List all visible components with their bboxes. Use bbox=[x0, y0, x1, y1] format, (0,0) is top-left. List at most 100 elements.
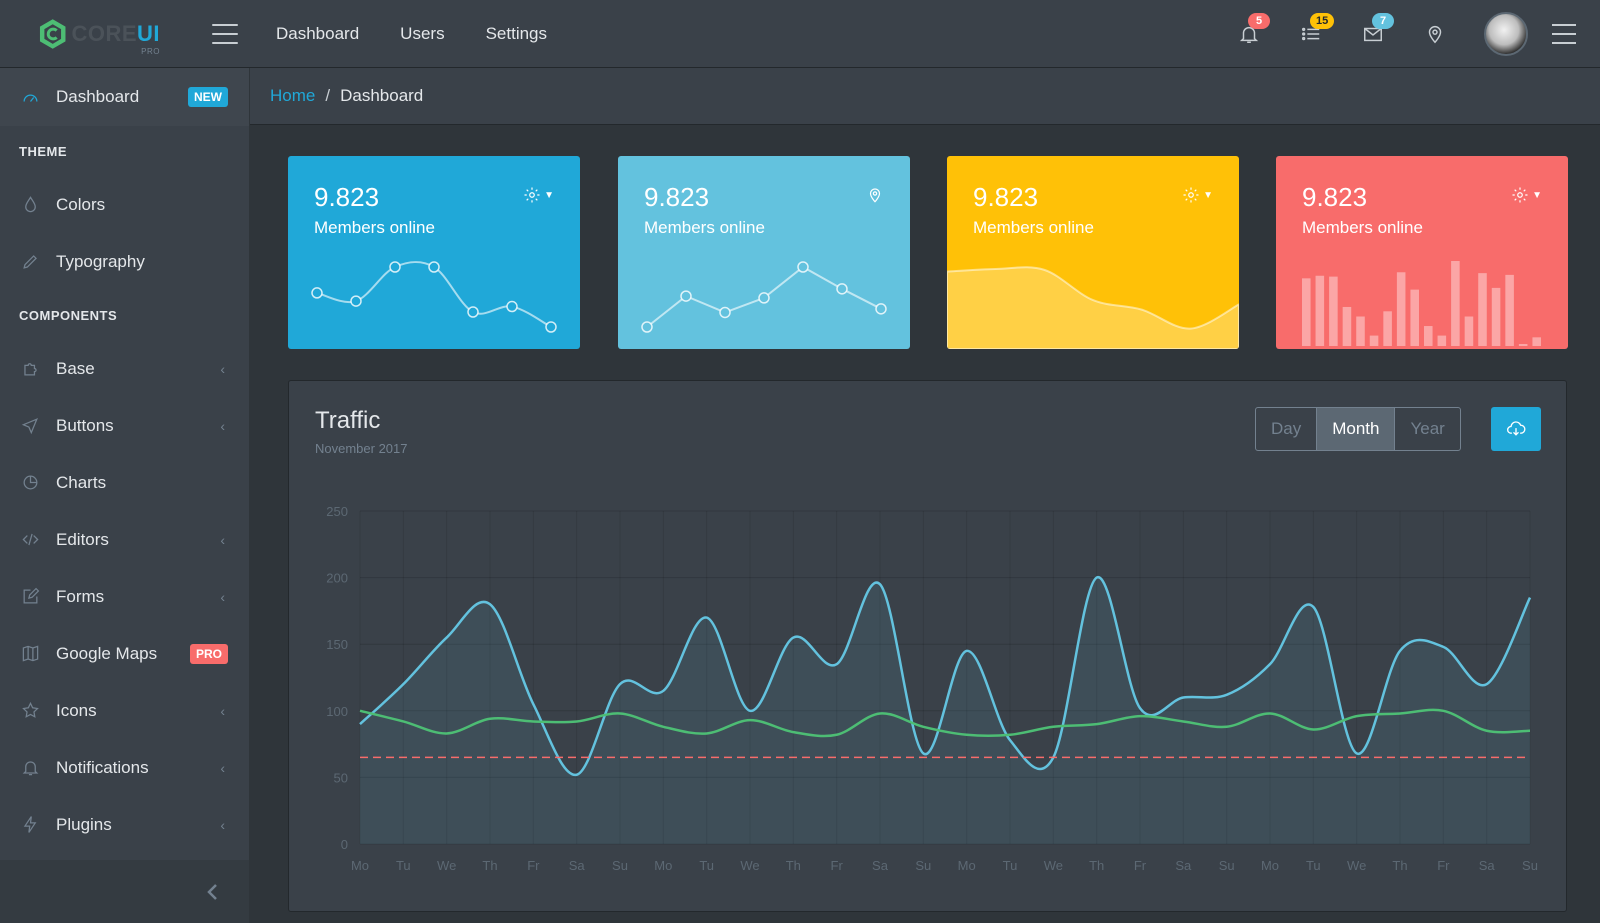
app-header: COREUI PRO Dashboard Users Settings 5 15… bbox=[0, 0, 1600, 68]
caret-down-icon: ▼ bbox=[1532, 189, 1542, 201]
x-tick-label: Mo bbox=[351, 858, 369, 873]
sidebar-item-google-maps[interactable]: Google Maps PRO bbox=[0, 625, 249, 682]
sparkline-bar bbox=[1315, 275, 1325, 346]
sidebar-item-label: Forms bbox=[56, 586, 105, 606]
stat-card-1: 9.823 Members online ▼ bbox=[288, 156, 580, 349]
star-icon bbox=[20, 701, 40, 721]
period-month-button[interactable]: Month bbox=[1317, 408, 1396, 450]
pie-chart-icon bbox=[20, 473, 40, 493]
download-button[interactable] bbox=[1491, 407, 1541, 451]
period-year-button[interactable]: Year bbox=[1410, 419, 1445, 438]
stat-value: 9.823 bbox=[644, 182, 710, 212]
user-avatar[interactable] bbox=[1484, 12, 1528, 56]
sparkline-bar bbox=[1302, 278, 1311, 346]
x-tick-label: Mo bbox=[958, 858, 976, 873]
sparkline-chart bbox=[947, 266, 1239, 349]
sidebar-item-typography[interactable]: Typography bbox=[0, 233, 249, 290]
sparkline-bar bbox=[1424, 326, 1433, 346]
sparkline-point bbox=[680, 290, 692, 302]
cloud-download-icon bbox=[1507, 421, 1526, 436]
topnav-users-link[interactable]: Users bbox=[400, 23, 445, 43]
x-tick-label: Tu bbox=[1306, 858, 1321, 873]
stat-label: Members online bbox=[314, 218, 435, 237]
sparkline-bar bbox=[1396, 272, 1406, 346]
sidebar-item-notifications[interactable]: Notifications ‹ bbox=[0, 739, 249, 796]
location-button[interactable] bbox=[1424, 23, 1446, 45]
note-icon bbox=[20, 587, 40, 607]
x-tick-label: Th bbox=[1089, 858, 1104, 873]
sparkline-point bbox=[506, 300, 518, 313]
topnav-dashboard-link[interactable]: Dashboard bbox=[276, 23, 360, 43]
aside-menu-toggle-button[interactable] bbox=[1552, 24, 1576, 44]
stat-label: Members online bbox=[973, 218, 1094, 237]
sidebar-toggle-button[interactable] bbox=[212, 23, 238, 44]
chevron-left-icon: ‹ bbox=[220, 531, 225, 548]
sidebar-item-editors[interactable]: Editors ‹ bbox=[0, 511, 249, 568]
sparkline-point bbox=[389, 261, 401, 273]
sparkline-point bbox=[797, 261, 809, 273]
sidebar-item-dashboard[interactable]: Dashboard NEW bbox=[0, 68, 249, 126]
topnav-settings-link[interactable]: Settings bbox=[485, 23, 548, 43]
chevron-left-icon: ‹ bbox=[220, 360, 225, 377]
sidebar-minimize-button[interactable] bbox=[0, 860, 249, 923]
envelope-icon bbox=[1364, 27, 1382, 42]
messages-button[interactable]: 7 bbox=[1362, 13, 1394, 45]
breadcrumb: Home / Dashboard bbox=[250, 68, 1600, 125]
period-day-button[interactable]: Day bbox=[1256, 408, 1318, 450]
x-tick-label: Tu bbox=[396, 858, 411, 873]
sidebar-item-label: Base bbox=[56, 358, 95, 378]
chevron-left-icon: ‹ bbox=[220, 702, 225, 719]
location-pin-icon bbox=[1428, 26, 1442, 44]
chevron-left-icon: ‹ bbox=[220, 417, 225, 434]
sidebar-item-icons[interactable]: Icons ‹ bbox=[0, 682, 249, 739]
brand-logo[interactable]: COREUI PRO bbox=[0, 0, 160, 68]
sparkline-bar bbox=[1505, 274, 1514, 346]
sidebar-item-base[interactable]: Base ‹ bbox=[0, 340, 249, 397]
stat-value: 9.823 bbox=[973, 182, 1039, 212]
chevron-left-icon: ‹ bbox=[220, 816, 225, 833]
gear-icon bbox=[1512, 187, 1528, 203]
y-tick-label: 150 bbox=[326, 637, 348, 652]
chevron-left-icon bbox=[207, 883, 217, 900]
sidebar-item-charts[interactable]: Charts bbox=[0, 454, 249, 511]
sidebar-item-forms[interactable]: Forms ‹ bbox=[0, 568, 249, 625]
chevron-left-icon: ‹ bbox=[220, 759, 225, 776]
y-tick-label: 250 bbox=[326, 504, 348, 519]
location-pin-icon bbox=[869, 188, 881, 203]
card-settings-dropdown[interactable]: ▼ bbox=[1508, 184, 1542, 206]
x-tick-label: We bbox=[1347, 858, 1366, 873]
breadcrumb-home-link[interactable]: Home bbox=[270, 86, 316, 105]
new-badge: NEW bbox=[188, 87, 228, 107]
caret-down-icon: ▼ bbox=[1203, 189, 1213, 201]
gear-icon bbox=[1183, 187, 1199, 203]
map-icon bbox=[20, 644, 40, 664]
sidebar-item-plugins[interactable]: Plugins ‹ bbox=[0, 796, 249, 853]
x-tick-label: Sa bbox=[872, 858, 889, 873]
messages-badge: 7 bbox=[1372, 13, 1394, 29]
x-tick-label: Fr bbox=[1437, 858, 1450, 873]
breadcrumb-separator: / bbox=[325, 86, 331, 105]
card-location-button[interactable] bbox=[850, 184, 884, 206]
sparkline-point bbox=[875, 303, 887, 315]
stat-value: 9.823 bbox=[1302, 182, 1368, 212]
sidebar-item-label: Buttons bbox=[56, 415, 114, 435]
list-icon bbox=[1302, 27, 1320, 41]
sidebar-item-colors[interactable]: Colors bbox=[0, 176, 249, 233]
y-tick-label: 0 bbox=[341, 837, 348, 852]
sparkline-bar bbox=[1451, 261, 1460, 346]
energy-icon bbox=[20, 815, 40, 835]
sidebar-item-label: Editors bbox=[56, 529, 109, 549]
sparkline-chart bbox=[641, 261, 887, 333]
caret-down-icon: ▼ bbox=[544, 189, 554, 201]
notifications-button[interactable]: 5 bbox=[1238, 13, 1270, 45]
stat-card-3: 9.823 Members online ▼ bbox=[947, 156, 1239, 349]
x-tick-label: We bbox=[437, 858, 456, 873]
card-settings-dropdown[interactable]: ▼ bbox=[520, 184, 554, 206]
sparkline-area bbox=[947, 266, 1239, 349]
stat-card-4: 9.823 Members online ▼ bbox=[1276, 156, 1568, 349]
sparkline-bar bbox=[1342, 306, 1352, 346]
sidebar-item-buttons[interactable]: Buttons ‹ bbox=[0, 397, 249, 454]
sidebar-item-label: Typography bbox=[56, 251, 145, 271]
card-settings-dropdown[interactable]: ▼ bbox=[1179, 184, 1213, 206]
tasks-button[interactable]: 15 bbox=[1300, 13, 1335, 45]
